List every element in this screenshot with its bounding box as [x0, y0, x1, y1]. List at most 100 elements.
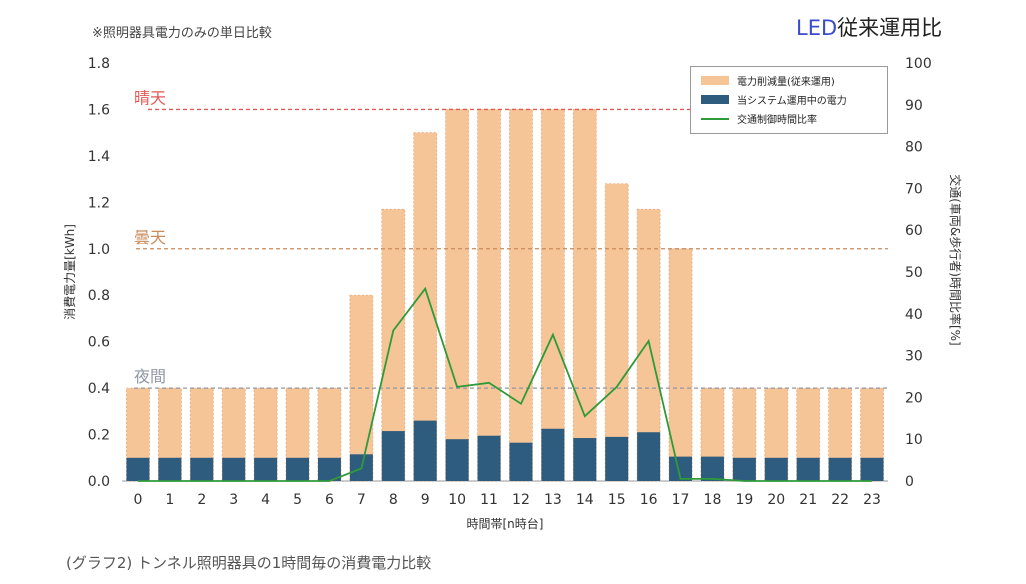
legend-item-reduction: 電力削減量(従来運用)	[701, 71, 887, 90]
y2-tick-label: 40	[905, 307, 923, 323]
y-tick-label: 1.2	[88, 195, 110, 211]
brand-title: LED従来運用比	[796, 12, 942, 42]
x-tick-label: 11	[480, 492, 498, 508]
legend-label-traffic: 交通制御時間比率	[737, 115, 817, 126]
bar-current	[413, 420, 437, 481]
bar-current	[286, 457, 310, 481]
reference-label: 夜間	[134, 367, 166, 386]
x-tick-label: 13	[544, 492, 562, 508]
bar-reduction	[636, 208, 661, 482]
bar-current	[573, 438, 597, 481]
legend-item-current: 当システム運用中の電力	[701, 90, 887, 109]
x-tick-label: 20	[767, 492, 785, 508]
bar-reduction	[381, 208, 406, 482]
y-tick-label: 1.6	[88, 102, 110, 118]
bar-current	[700, 456, 724, 481]
bar-current	[605, 436, 629, 481]
x-tick-label: 23	[863, 492, 881, 508]
legend-label-reduction: 電力削減量(従来運用)	[737, 77, 835, 88]
y-tick-label: 0.2	[88, 428, 110, 444]
y2-tick-label: 0	[905, 474, 914, 490]
comparison-note: ※照明器具電力のみの単日比較	[92, 26, 272, 41]
y-tick-label: 0.6	[88, 335, 110, 351]
y2-tick-label: 60	[905, 223, 923, 239]
bar-current	[477, 435, 501, 481]
bar-current	[158, 457, 182, 481]
legend-swatch-traffic	[701, 117, 729, 120]
x-tick-label: 7	[357, 492, 366, 508]
x-tick-label: 14	[576, 492, 594, 508]
chart-legend: 電力削減量(従来運用) 当システム運用中の電力 交通制御時間比率	[690, 66, 888, 134]
y2-tick-label: 20	[905, 390, 923, 406]
x-tick-label: 10	[448, 492, 466, 508]
x-tick-label: 4	[261, 492, 270, 508]
y2-tick-label: 80	[905, 140, 923, 156]
bar-reduction	[572, 109, 597, 482]
graph-caption: (グラフ2) トンネル照明器具の1時間毎の消費電力比較	[66, 554, 432, 572]
x-tick-label: 8	[389, 492, 398, 508]
bar-current	[828, 457, 852, 481]
x-tick-label: 17	[672, 492, 690, 508]
bar-current	[860, 457, 884, 481]
bar-current	[445, 439, 469, 481]
y2-tick-label: 70	[905, 181, 923, 197]
x-tick-label: 19	[735, 492, 753, 508]
reference-label: 晴天	[134, 88, 166, 107]
bar-current	[796, 457, 820, 481]
y-tick-label: 0.0	[88, 474, 110, 490]
bar-current	[637, 432, 661, 481]
y-tick-label: 1.8	[88, 56, 110, 72]
x-tick-label: 12	[512, 492, 530, 508]
bar-reduction	[509, 109, 533, 482]
y-tick-label: 1.0	[88, 242, 110, 258]
bar-current	[190, 457, 214, 481]
bar-reduction	[668, 248, 693, 482]
y-tick-label: 0.4	[88, 381, 110, 397]
x-tick-label: 9	[421, 492, 430, 508]
x-tick-label: 15	[608, 492, 626, 508]
x-tick-label: 18	[704, 492, 722, 508]
bar-current	[381, 431, 405, 481]
bar-reduction	[445, 109, 470, 482]
bar-reduction	[413, 132, 438, 482]
legend-swatch-reduction	[701, 76, 729, 85]
x-tick-label: 5	[293, 492, 302, 508]
y2-tick-label: 30	[905, 349, 923, 365]
bar-current	[317, 457, 341, 481]
y2-tick-label: 10	[905, 432, 923, 448]
y-axis-title: 消費電力量[kWh]	[62, 224, 77, 320]
bar-current	[509, 442, 533, 481]
x-tick-label: 21	[799, 492, 817, 508]
legend-item-traffic: 交通制御時間比率	[701, 109, 887, 128]
reference-label: 曇天	[134, 228, 166, 247]
y-tick-label: 1.4	[88, 149, 110, 165]
x-tick-label: 22	[831, 492, 849, 508]
x-axis-title: 時間帯[n時台]	[467, 516, 544, 531]
bar-current	[222, 457, 246, 481]
traffic-ratio-line	[138, 286, 872, 482]
bar-current	[732, 457, 756, 481]
y2-tick-label: 90	[905, 98, 923, 114]
x-tick-label: 2	[197, 492, 206, 508]
x-tick-label: 16	[640, 492, 658, 508]
x-tick-label: 0	[133, 492, 142, 508]
x-tick-label: 3	[229, 492, 238, 508]
bar-current	[254, 457, 278, 481]
bar-current	[126, 457, 150, 481]
y2-tick-label: 100	[905, 56, 932, 72]
legend-swatch-current	[701, 95, 729, 104]
bar-current	[764, 457, 788, 481]
y2-tick-label: 50	[905, 265, 923, 281]
y-tick-label: 0.8	[88, 288, 110, 304]
x-tick-label: 6	[325, 492, 334, 508]
bar-reduction	[604, 183, 629, 482]
brand-suffix: 従来運用比	[837, 16, 943, 40]
x-tick-label: 1	[165, 492, 174, 508]
legend-label-current: 当システム運用中の電力	[737, 96, 847, 107]
brand-led: LED	[796, 16, 838, 40]
bar-reduction	[477, 109, 501, 482]
bar-current	[669, 456, 693, 481]
bar-current	[541, 428, 565, 481]
y2-axis-title: 交通(車両&歩行者)時間比率[%]	[948, 174, 963, 346]
